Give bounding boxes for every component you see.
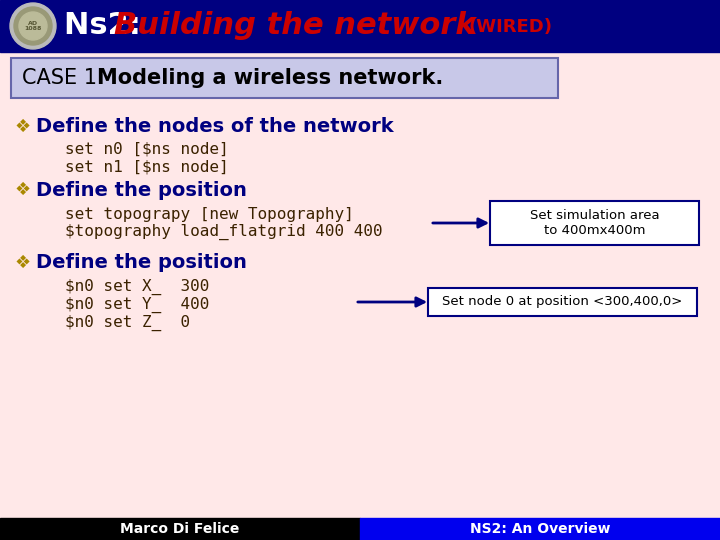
Text: Modeling a wireless network.: Modeling a wireless network. — [97, 68, 444, 88]
Text: $n0 set X_  300: $n0 set X_ 300 — [65, 279, 210, 295]
Text: set topograpy [new Topography]: set topograpy [new Topography] — [65, 206, 354, 221]
Text: ❖: ❖ — [15, 254, 31, 272]
Bar — [0, 518, 360, 540]
FancyBboxPatch shape — [428, 288, 697, 316]
Circle shape — [14, 7, 52, 45]
Text: ❖: ❖ — [15, 118, 31, 136]
Text: set n1 [$ns node]: set n1 [$ns node] — [65, 159, 229, 174]
Text: ❖: ❖ — [15, 181, 31, 199]
Text: Define the position: Define the position — [36, 253, 247, 273]
Text: (WIRED): (WIRED) — [468, 18, 552, 36]
Text: AD
1088: AD 1088 — [24, 21, 42, 31]
Text: $n0 set Y_  400: $n0 set Y_ 400 — [65, 297, 210, 313]
Bar — [0, 0, 720, 52]
Circle shape — [19, 12, 47, 40]
Text: Define the nodes of the network: Define the nodes of the network — [36, 118, 394, 137]
Bar — [360, 518, 720, 540]
Text: Set simulation area
to 400mx400m: Set simulation area to 400mx400m — [530, 209, 660, 237]
Text: Set node 0 at position <300,400,0>: Set node 0 at position <300,400,0> — [442, 295, 683, 308]
Text: Ns2:: Ns2: — [64, 11, 151, 40]
Text: set n0 [$ns node]: set n0 [$ns node] — [65, 141, 229, 157]
Text: Define the position: Define the position — [36, 180, 247, 199]
Text: CASE 1.: CASE 1. — [22, 68, 110, 88]
Circle shape — [10, 3, 56, 49]
Text: $n0 set Z_  0: $n0 set Z_ 0 — [65, 315, 190, 331]
Text: $topography load_flatgrid 400 400: $topography load_flatgrid 400 400 — [65, 224, 382, 240]
Text: Building the network: Building the network — [114, 11, 476, 40]
FancyBboxPatch shape — [490, 201, 699, 245]
FancyBboxPatch shape — [11, 58, 558, 98]
Text: Marco Di Felice: Marco Di Felice — [120, 522, 240, 536]
Text: NS2: An Overview: NS2: An Overview — [469, 522, 611, 536]
